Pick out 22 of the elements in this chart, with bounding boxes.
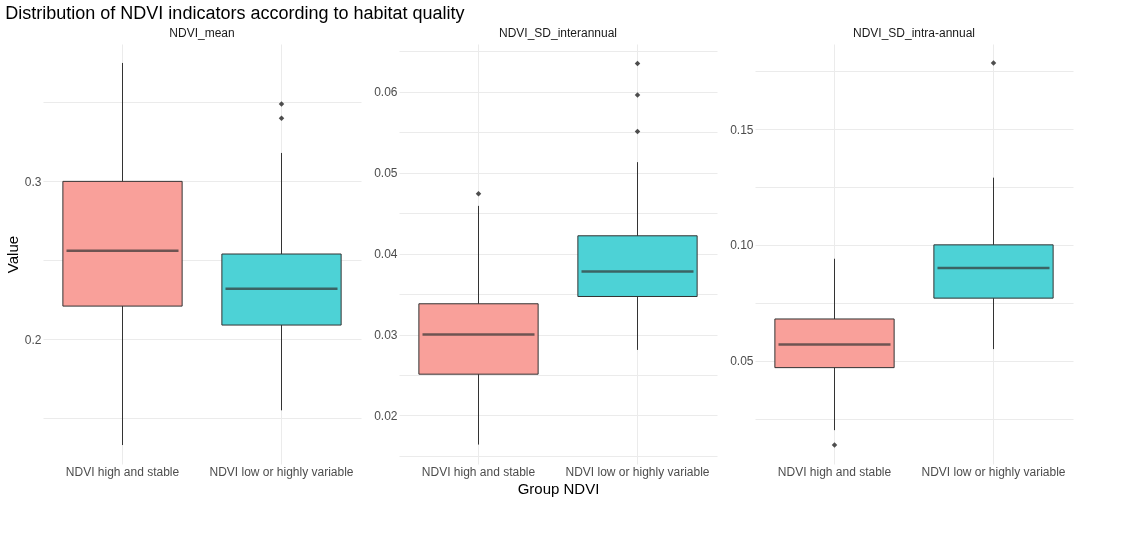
y-tick-label: 0.05 xyxy=(374,166,398,181)
y-tick-label: 0.15 xyxy=(730,122,754,137)
chart-subtitle: NDVI_SD_intra-annual xyxy=(852,26,976,40)
y-tick-label: 0.06 xyxy=(374,85,398,100)
y-tick-label: 0.03 xyxy=(374,328,398,343)
y-tick-label: 0.05 xyxy=(730,354,754,369)
x-tick-label: NDVI low or highly variable xyxy=(921,464,1066,479)
x-tick-label: NDVI high and stable xyxy=(777,464,892,479)
x-tick-label: NDVI low or highly variable xyxy=(565,464,710,479)
x-tick-label: NDVI high and stable xyxy=(65,464,180,479)
chart-subtitle: NDVI_mean xyxy=(169,26,235,40)
y-tick-label: 0.3 xyxy=(24,174,42,189)
y-tick-label: 0.02 xyxy=(374,408,398,423)
x-tick-label: NDVI high and stable xyxy=(421,464,536,479)
chart-subtitle: NDVI_SD_interannual xyxy=(498,26,618,40)
y-tick-label: 0.2 xyxy=(24,332,42,347)
x-tick-label: NDVI low or highly variable xyxy=(209,464,354,479)
x-axis-title: Group NDVI xyxy=(517,479,600,497)
y-axis-title: Value xyxy=(3,235,21,274)
y-tick-label: 0.10 xyxy=(730,238,754,253)
chart-title: Distribution of NDVI indicators according to habitat quality xyxy=(5,3,465,23)
y-tick-label: 0.04 xyxy=(374,247,398,262)
